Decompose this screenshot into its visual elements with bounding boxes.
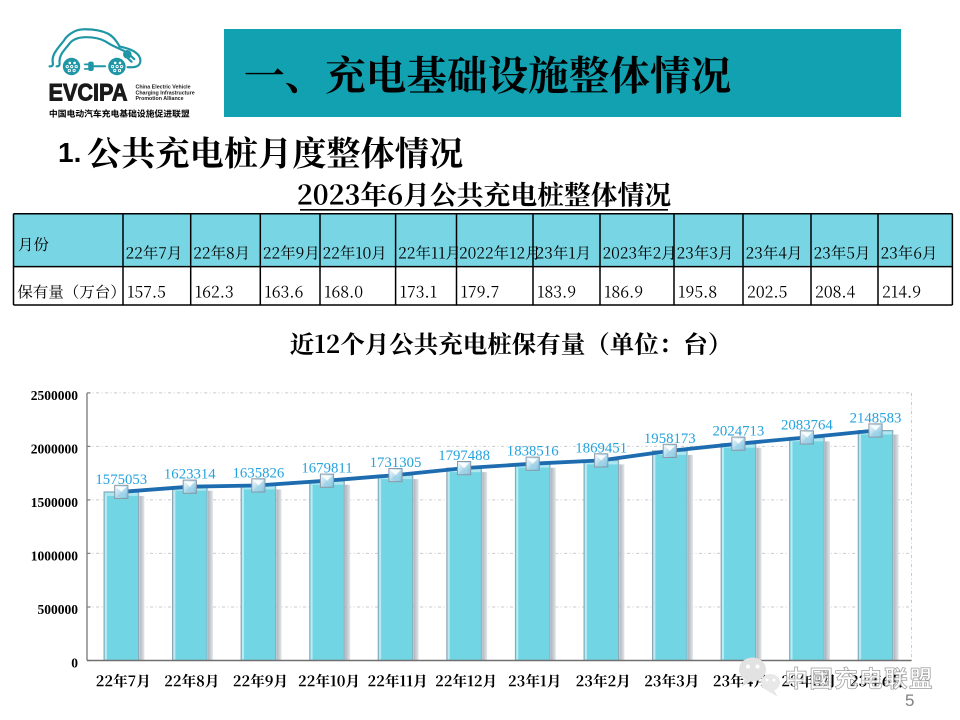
- svg-text:1838516: 1838516: [507, 444, 559, 460]
- svg-text:Promotion Alliance: Promotion Alliance: [136, 96, 184, 102]
- svg-text:China Electric Vehicle: China Electric Vehicle: [136, 85, 191, 91]
- svg-text:Charging Infrastructure: Charging Infrastructure: [136, 90, 195, 96]
- svg-text:1731305: 1731305: [370, 455, 422, 471]
- svg-text:1958173: 1958173: [644, 431, 696, 447]
- svg-text:0: 0: [71, 656, 78, 671]
- svg-text:2148583: 2148583: [850, 411, 902, 427]
- svg-text:1797488: 1797488: [438, 448, 490, 464]
- svg-text:1869451: 1869451: [575, 440, 627, 456]
- svg-text:2000000: 2000000: [31, 441, 79, 456]
- svg-text:1635826: 1635826: [233, 465, 285, 481]
- svg-text:1575053: 1575053: [95, 472, 147, 488]
- svg-text:1500000: 1500000: [31, 495, 79, 510]
- svg-text:1679811: 1679811: [301, 461, 352, 477]
- svg-text:2083764: 2083764: [781, 417, 833, 433]
- svg-text:2500000: 2500000: [31, 388, 79, 403]
- svg-text:1000000: 1000000: [31, 548, 79, 563]
- svg-text:EVCIPA: EVCIPA: [49, 80, 128, 106]
- svg-text:1623314: 1623314: [164, 467, 216, 483]
- svg-text:2024713: 2024713: [713, 424, 765, 440]
- svg-text:500000: 500000: [38, 602, 79, 617]
- svg-text:1.: 1.: [58, 137, 81, 168]
- svg-text:5: 5: [905, 691, 914, 710]
